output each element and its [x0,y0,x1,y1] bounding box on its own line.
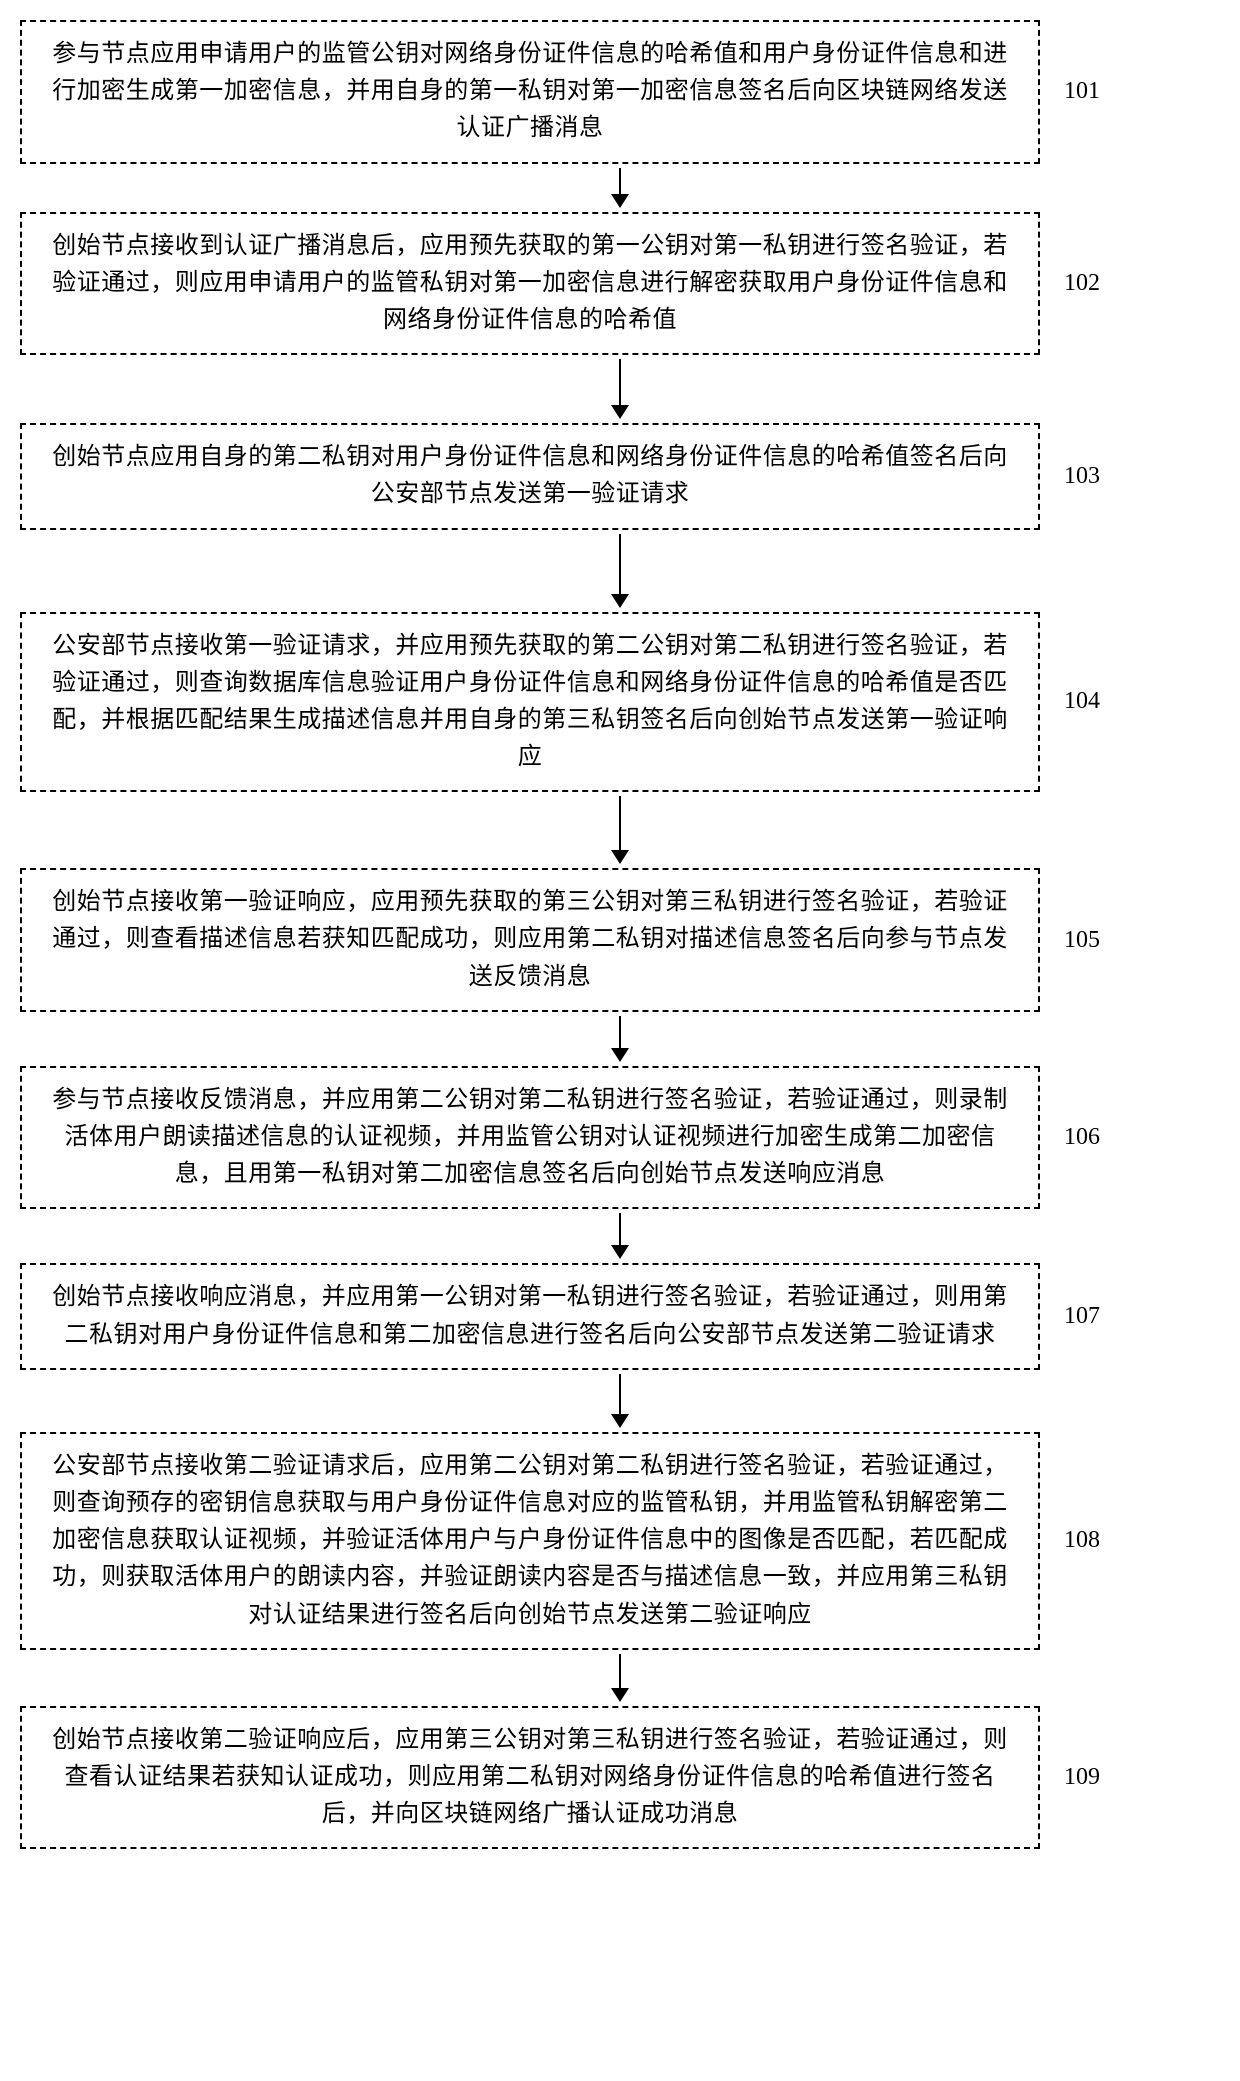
step-box-106: 参与节点接收反馈消息，并应用第二公钥对第二私钥进行签名验证，若验证通过，则录制活… [20,1066,1040,1210]
arrow-head-icon [611,1414,629,1428]
arrow-down-icon [110,168,1130,208]
arrow-head-icon [611,594,629,608]
step-row: 创始节点应用自身的第二私钥对用户身份证件信息和网络身份证件信息的哈希值签名后向公… [20,423,1220,529]
flowchart-container: 参与节点应用申请用户的监管公钥对网络身份证件信息的哈希值和用户身份证件信息和进行… [20,20,1220,1849]
arrow-line [619,168,621,194]
arrow-head-icon [611,850,629,864]
step-box-104: 公安部节点接收第一验证请求，并应用预先获取的第二公钥对第二私钥进行签名验证，若验… [20,612,1040,793]
arrow-down-icon [110,796,1130,864]
step-label: 107 [1064,1303,1124,1330]
step-row: 公安部节点接收第一验证请求，并应用预先获取的第二公钥对第二私钥进行签名验证，若验… [20,612,1220,793]
step-label: 101 [1064,78,1124,105]
step-box-109: 创始节点接收第二验证响应后，应用第三公钥对第三私钥进行签名验证，若验证通过，则查… [20,1706,1040,1850]
arrow-head-icon [611,405,629,419]
arrow-down-icon [110,1654,1130,1702]
step-label: 106 [1064,1124,1124,1151]
step-label: 108 [1064,1527,1124,1554]
step-box-105: 创始节点接收第一验证响应，应用预先获取的第三公钥对第三私钥进行签名验证，若验证通… [20,868,1040,1012]
arrow-down-icon [110,1374,1130,1428]
step-row: 参与节点应用申请用户的监管公钥对网络身份证件信息的哈希值和用户身份证件信息和进行… [20,20,1220,164]
step-row: 参与节点接收反馈消息，并应用第二公钥对第二私钥进行签名验证，若验证通过，则录制活… [20,1066,1220,1210]
step-row: 创始节点接收第一验证响应，应用预先获取的第三公钥对第三私钥进行签名验证，若验证通… [20,868,1220,1012]
arrow-head-icon [611,194,629,208]
step-label: 105 [1064,927,1124,954]
arrow-line [619,1016,621,1048]
arrow-down-icon [110,1016,1130,1062]
step-box-102: 创始节点接收到认证广播消息后，应用预先获取的第一公钥对第一私钥进行签名验证，若验… [20,212,1040,356]
step-row: 公安部节点接收第二验证请求后，应用第二公钥对第二私钥进行签名验证，若验证通过，则… [20,1432,1220,1650]
arrow-down-icon [110,534,1130,608]
arrow-line [619,1654,621,1688]
step-label: 109 [1064,1764,1124,1791]
arrow-line [619,796,621,850]
arrow-head-icon [611,1048,629,1062]
arrow-head-icon [611,1245,629,1259]
step-box-101: 参与节点应用申请用户的监管公钥对网络身份证件信息的哈希值和用户身份证件信息和进行… [20,20,1040,164]
step-label: 102 [1064,270,1124,297]
step-box-103: 创始节点应用自身的第二私钥对用户身份证件信息和网络身份证件信息的哈希值签名后向公… [20,423,1040,529]
arrow-line [619,534,621,594]
arrow-head-icon [611,1688,629,1702]
arrow-down-icon [110,359,1130,419]
arrow-line [619,1374,621,1414]
arrow-line [619,359,621,405]
arrow-line [619,1213,621,1245]
step-row: 创始节点接收第二验证响应后，应用第三公钥对第三私钥进行签名验证，若验证通过，则查… [20,1706,1220,1850]
step-label: 104 [1064,688,1124,715]
arrow-down-icon [110,1213,1130,1259]
step-label: 103 [1064,463,1124,490]
step-box-107: 创始节点接收响应消息，并应用第一公钥对第一私钥进行签名验证，若验证通过，则用第二… [20,1263,1040,1369]
step-row: 创始节点接收响应消息，并应用第一公钥对第一私钥进行签名验证，若验证通过，则用第二… [20,1263,1220,1369]
step-row: 创始节点接收到认证广播消息后，应用预先获取的第一公钥对第一私钥进行签名验证，若验… [20,212,1220,356]
step-box-108: 公安部节点接收第二验证请求后，应用第二公钥对第二私钥进行签名验证，若验证通过，则… [20,1432,1040,1650]
